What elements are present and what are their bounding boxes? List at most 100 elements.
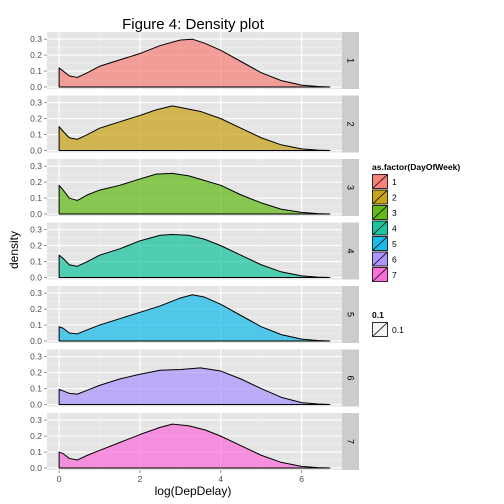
legend-swatch-slash	[372, 322, 388, 337]
legend-item: 3	[371, 204, 397, 221]
facet-panel: 0.0 0.1 0.2 0.3 7	[30, 413, 359, 473]
y-tick-label: 0.3	[30, 98, 42, 108]
facet-strip-label: 5	[346, 312, 356, 317]
facet-strip-background	[342, 222, 359, 280]
legend: as.factor(DayOfWeek) 1 2 3 4 5 6 7 0.1 0.1	[371, 162, 460, 337]
facet-panel: 0.0 0.1 0.2 0.3 1	[30, 32, 359, 92]
y-tick-label: 0.0	[30, 146, 42, 156]
y-tick-label: 0.3	[30, 352, 42, 362]
legend-swatch-slash	[372, 267, 388, 282]
y-tick-label: 0.2	[30, 368, 42, 378]
facet-strip-background	[342, 413, 359, 470]
y-tick-label: 0.0	[30, 400, 42, 410]
y-tick-label: 0.2	[30, 241, 42, 251]
y-tick-label: 0.0	[30, 336, 42, 346]
facet-panel: 0.0 0.1 0.2 0.3 6	[30, 349, 359, 410]
facet-strip: 4	[342, 222, 359, 280]
legend-fill-title: as.factor(DayOfWeek)	[372, 162, 460, 172]
facet-strip-background	[342, 95, 359, 153]
facet-strip-background	[342, 286, 359, 343]
legend-item-label: 5	[392, 239, 397, 249]
legend-item: 7	[371, 266, 397, 283]
y-tick-label: 0.3	[30, 288, 42, 298]
facet-strip-label: 4	[346, 248, 356, 253]
y-tick-label: 0.0	[30, 82, 42, 92]
facet-strip: 1	[342, 32, 359, 89]
facet-strip: 5	[342, 286, 359, 343]
facet-strip-label: 3	[346, 185, 356, 190]
y-tick-label: 0.0	[30, 463, 42, 473]
y-tick-label: 0.0	[30, 209, 42, 219]
facet-panel: 0.0 0.1 0.2 0.3 3	[30, 159, 359, 219]
facet-panel: 0.0 0.1 0.2 0.3 4	[30, 222, 359, 283]
facet-strip-label: 1	[346, 58, 356, 63]
y-tick-label: 0.1	[30, 384, 42, 394]
legend-item: 2	[371, 189, 397, 205]
legend-swatch-slash	[372, 174, 388, 189]
legend-item-label: 3	[392, 208, 397, 218]
facet-strip: 2	[342, 95, 359, 153]
facet-panel: 0.0 0.1 0.2 0.3 5	[30, 286, 359, 346]
density-area-day-7	[58, 423, 331, 469]
legend-item: 0.1	[372, 322, 404, 337]
facet-strip: 6	[342, 349, 359, 407]
facet-strip: 7	[342, 413, 359, 470]
facet-strip-label: 2	[346, 121, 356, 126]
legend-item-label: 6	[392, 255, 397, 265]
y-tick-label: 0.3	[30, 161, 42, 171]
legend-item: 5	[371, 235, 397, 252]
y-tick-label: 0.1	[30, 320, 42, 330]
y-tick-label: 0.2	[30, 114, 42, 124]
y-tick-label: 0.1	[30, 130, 42, 140]
density-area-day-5	[58, 294, 331, 342]
facet-strip-background	[342, 32, 359, 89]
facet-strip-background	[342, 159, 359, 216]
y-tick-label: 0.2	[30, 177, 42, 187]
legend-item-label: 2	[392, 193, 397, 203]
y-tick-label: 0.3	[30, 34, 42, 44]
facet-strip-label: 6	[346, 375, 356, 380]
legend-swatch-slash	[372, 236, 388, 251]
facet-panel: 0.0 0.1 0.2 0.3 2	[30, 95, 359, 156]
facet-strip-background	[342, 349, 359, 407]
y-tick-label: 0.0	[30, 273, 42, 283]
facet-strip: 3	[342, 159, 359, 216]
legend-item: 4	[371, 220, 397, 236]
y-tick-label: 0.2	[30, 50, 42, 60]
x-axis-label: log(DepDelay)	[155, 484, 232, 498]
y-tick-label: 0.1	[30, 66, 42, 76]
y-tick-label: 0.3	[30, 415, 42, 425]
facet-strip-label: 7	[346, 439, 356, 444]
density-area-day-2	[58, 105, 331, 151]
x-tick-label: 2	[138, 474, 143, 484]
y-tick-label: 0.3	[30, 225, 42, 235]
legend-item: 6	[371, 251, 397, 267]
legend-swatch-slash	[372, 205, 388, 220]
density-area-day-3	[58, 172, 331, 215]
facet-panels: 0.00.10.20.310.00.10.20.320.00.10.20.330…	[30, 32, 359, 473]
density-area-day-1	[58, 38, 331, 88]
x-tick-label: 4	[218, 474, 223, 484]
y-tick-label: 0.1	[30, 447, 42, 457]
y-axis-label: density	[7, 231, 21, 269]
legend-swatch-slash	[372, 189, 388, 205]
y-tick-label: 0.2	[30, 431, 42, 441]
legend-alpha-title: 0.1	[372, 310, 384, 320]
x-tick-label: 0	[57, 474, 62, 484]
legend-swatch-slash	[372, 251, 388, 267]
legend-item-label: 7	[392, 270, 397, 280]
legend-item-label: 4	[392, 224, 397, 234]
legend-item: 1	[371, 173, 397, 190]
x-axis: 0 2 4 6	[57, 470, 304, 484]
chart-title: Figure 4: Density plot	[122, 16, 265, 33]
legend-item-label: 1	[392, 177, 397, 187]
y-tick-label: 0.1	[30, 257, 42, 267]
y-tick-label: 0.2	[30, 304, 42, 314]
y-tick-label: 0.1	[30, 193, 42, 203]
x-tick-label: 6	[299, 474, 304, 484]
density-area-day-6	[58, 367, 331, 405]
legend-swatch-slash	[372, 220, 388, 236]
density-area-day-4	[58, 233, 331, 278]
legend-item-label: 0.1	[392, 325, 404, 335]
